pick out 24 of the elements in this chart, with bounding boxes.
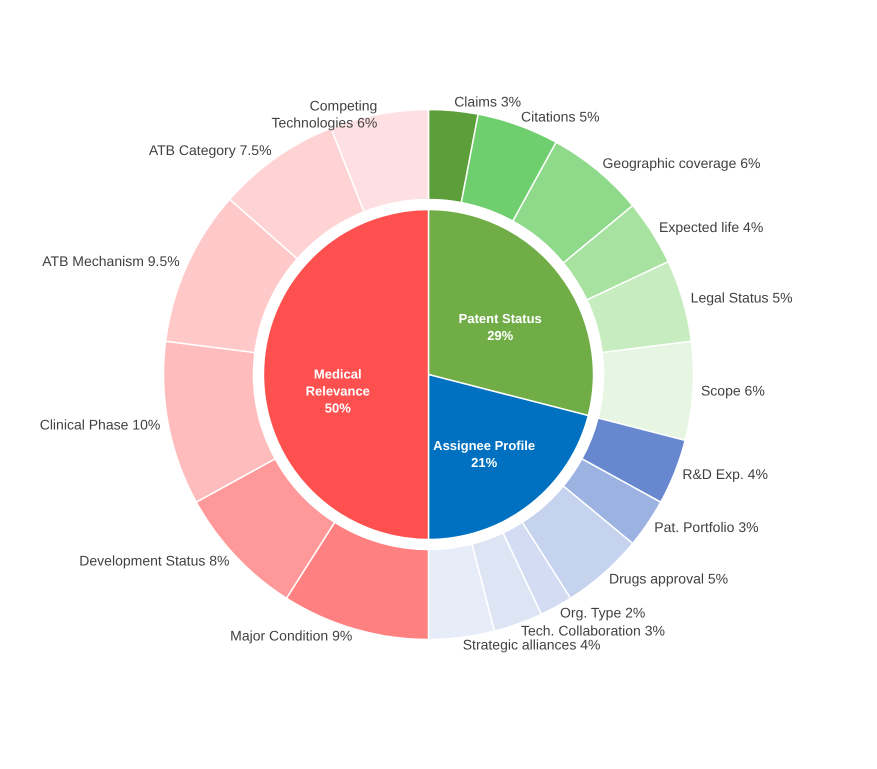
slice-label: Expected life 4% [659,219,764,236]
slice-label: Competing Technologies 6% [271,97,378,130]
slice-label: Org. Type 2% [560,604,646,621]
slice-label: Major Condition 9% [230,628,352,644]
slice-label: Strategic alliances 4% [462,636,600,652]
slice-label: Development Status 8% [79,552,230,568]
slice-label: R&D Exp. 4% [682,466,768,482]
slice-label: Citations 5% [520,108,600,125]
slice-label: Medical Relevance [306,366,370,398]
slice-label: Clinical Phase 10% [40,416,160,433]
data-label: 29% [487,328,514,343]
slice-label: Legal Status 5% [690,289,793,306]
slice-label: ATB Mechanism 9.5% [42,253,180,270]
slice-label: Assignee Profile [433,438,536,454]
slice-label: ATB Category 7.5% [148,142,272,158]
slice-label: Scope 6% [700,382,765,399]
slice-label: Claims 3% [454,94,522,110]
data-label: 21% [471,455,498,470]
slice-label: Drugs approval 5% [609,570,728,586]
slice-label: Patent Status [458,310,542,326]
slice-label: Tech. Collaboration 3% [520,622,665,638]
slice-label: Pat. Portfolio 3% [654,518,759,535]
data-label: 50% [324,400,352,416]
slice-label: Geographic coverage 6% [602,155,761,172]
